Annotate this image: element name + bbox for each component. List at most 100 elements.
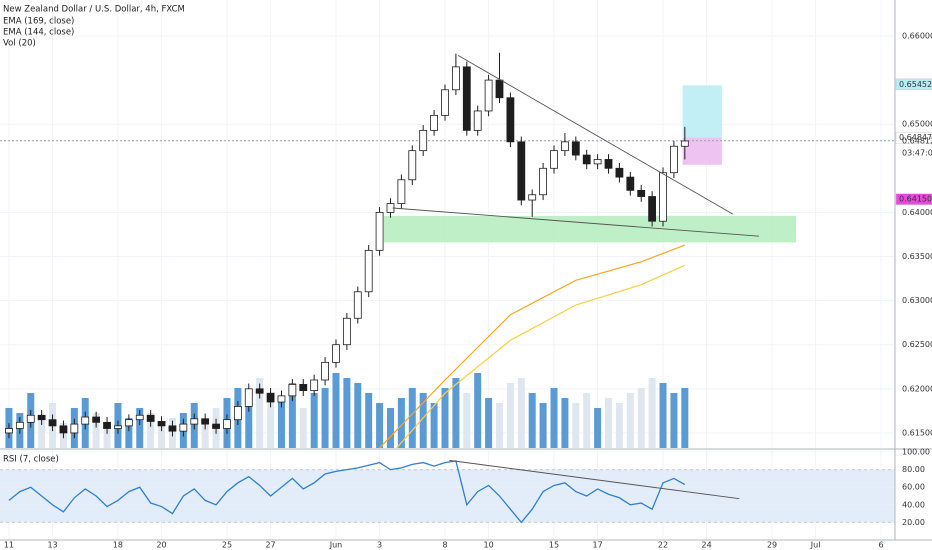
candle-body bbox=[299, 384, 308, 391]
volume-bar bbox=[256, 378, 264, 448]
ema-line bbox=[379, 244, 686, 448]
candle-body bbox=[561, 141, 569, 152]
candle-body bbox=[484, 79, 493, 112]
candle-body bbox=[495, 79, 504, 99]
x-tick-label: 20 bbox=[156, 541, 166, 550]
volume-bar bbox=[605, 398, 613, 448]
candle-body bbox=[223, 419, 231, 429]
zone bbox=[682, 85, 722, 138]
candle-body bbox=[212, 423, 220, 429]
rsi-pane bbox=[0, 450, 895, 540]
volume-bar bbox=[648, 378, 656, 448]
volume-bar bbox=[136, 408, 144, 448]
y-tick-label: 0.64000 bbox=[902, 208, 932, 217]
volume-bar bbox=[354, 383, 362, 448]
volume-bar bbox=[517, 378, 525, 448]
price-label-box bbox=[895, 78, 932, 91]
candle-body bbox=[451, 66, 460, 91]
volume-bar bbox=[288, 383, 296, 448]
candle-body bbox=[571, 141, 580, 156]
volume-bar bbox=[572, 403, 580, 448]
y-tick-label: 0.62000 bbox=[902, 384, 932, 393]
volume-bar bbox=[637, 388, 645, 448]
candle-body bbox=[277, 395, 286, 403]
candle-body bbox=[528, 194, 537, 201]
candle-body bbox=[604, 159, 613, 169]
volume-bar bbox=[245, 393, 253, 448]
candle-body bbox=[626, 176, 635, 191]
candle-body bbox=[680, 140, 689, 147]
volume-bar bbox=[474, 373, 482, 448]
y-tick-label: 0.63000 bbox=[902, 296, 932, 305]
volume-bar bbox=[343, 378, 351, 448]
candle-body bbox=[114, 425, 122, 429]
y-tick-label: 100.00 bbox=[902, 448, 930, 457]
y-tick-label: 60.00 bbox=[902, 483, 925, 492]
candle-body bbox=[419, 129, 428, 152]
volume-bar bbox=[201, 418, 209, 448]
candle-body bbox=[201, 418, 210, 425]
candle-body bbox=[288, 384, 297, 397]
volume-bar bbox=[147, 413, 155, 448]
main-pane bbox=[0, 0, 895, 448]
candle-body bbox=[15, 421, 24, 429]
y-tick-label: 0.62500 bbox=[902, 340, 932, 349]
zone bbox=[682, 137, 722, 165]
volume-bar bbox=[485, 398, 493, 448]
x-tick-label: Jul bbox=[810, 541, 821, 550]
x-tick-label: 8 bbox=[442, 541, 447, 550]
candle-body bbox=[517, 141, 526, 201]
candle-body bbox=[506, 97, 515, 143]
candle-body bbox=[244, 388, 253, 407]
candle-body bbox=[430, 114, 438, 131]
candle-body bbox=[81, 416, 90, 425]
volume-bar bbox=[539, 403, 547, 448]
volume-bar bbox=[386, 408, 394, 448]
candle-body bbox=[48, 419, 57, 427]
volume-bar bbox=[615, 403, 623, 448]
volume-bar bbox=[430, 403, 438, 448]
volume-bar bbox=[561, 398, 569, 448]
price-label: 0.65452 bbox=[899, 80, 932, 89]
candle-body bbox=[332, 344, 340, 363]
candle-body bbox=[670, 145, 678, 174]
candle-body bbox=[550, 150, 558, 169]
candle-body bbox=[375, 212, 384, 251]
candle-body bbox=[582, 154, 591, 165]
volume-bar bbox=[365, 393, 373, 448]
ema-line bbox=[395, 264, 686, 448]
x-tick-label: 22 bbox=[658, 541, 668, 550]
x-tick-label: 18 bbox=[113, 541, 123, 550]
indicator-label: Vol (20) bbox=[3, 39, 36, 49]
volume-bar bbox=[419, 393, 427, 448]
y-tick-label: 0.65000 bbox=[902, 120, 932, 129]
x-tick-label: 24 bbox=[702, 541, 712, 550]
volume-bar bbox=[125, 418, 133, 448]
volume-bar bbox=[441, 388, 449, 448]
indicator-label: EMA (169, close) bbox=[3, 17, 74, 27]
y-tick-label: 0.61500 bbox=[902, 428, 932, 437]
trendline bbox=[392, 207, 759, 237]
x-tick-label: 25 bbox=[222, 541, 232, 550]
x-tick-label: 10 bbox=[484, 541, 494, 550]
candle-body bbox=[659, 172, 667, 222]
y-tick-label: 80.00 bbox=[902, 465, 925, 474]
volume-bar bbox=[332, 373, 340, 448]
x-tick-label: 3 bbox=[377, 541, 382, 550]
candle-body bbox=[353, 291, 362, 319]
candle-body bbox=[92, 416, 101, 423]
volume-bar bbox=[38, 418, 46, 448]
x-tick-label: Jun bbox=[329, 541, 343, 550]
candle-body bbox=[233, 406, 242, 421]
candle-body bbox=[648, 196, 657, 222]
candle-body bbox=[408, 150, 417, 181]
volume-bar bbox=[495, 403, 503, 448]
candle-body bbox=[255, 388, 264, 394]
candle-body bbox=[364, 249, 373, 293]
candle-body bbox=[441, 89, 449, 116]
y-tick-label: 40.00 bbox=[902, 500, 925, 509]
candle-body bbox=[473, 110, 482, 131]
y-tick-label: 20.00 bbox=[902, 518, 925, 527]
volume-bar bbox=[397, 398, 405, 448]
